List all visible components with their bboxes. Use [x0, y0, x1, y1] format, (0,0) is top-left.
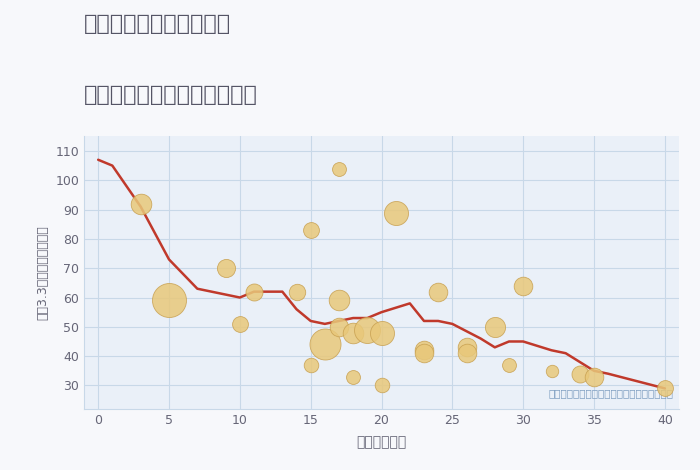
Point: [419, 350, 430, 357]
Point: [291, 288, 302, 296]
Y-axis label: 坪（3.3㎡）単価（万円）: 坪（3.3㎡）単価（万円）: [36, 225, 50, 320]
Point: [362, 326, 373, 334]
Point: [489, 323, 500, 330]
Point: [574, 370, 585, 377]
Text: 築年数別中古マンション価格: 築年数別中古マンション価格: [84, 85, 258, 105]
Point: [163, 297, 174, 304]
Text: 円の大きさは、取引のあった物件面積を示す: 円の大きさは、取引のあった物件面積を示す: [548, 388, 673, 398]
X-axis label: 築年数（年）: 築年数（年）: [356, 435, 407, 449]
Point: [589, 373, 600, 380]
Point: [333, 165, 344, 172]
Point: [220, 265, 231, 272]
Point: [135, 200, 146, 207]
Point: [348, 329, 359, 337]
Text: 千葉県千葉市若葉区原町: 千葉県千葉市若葉区原町: [84, 14, 231, 34]
Point: [376, 382, 387, 389]
Point: [517, 282, 528, 290]
Point: [659, 384, 671, 392]
Point: [546, 367, 557, 375]
Point: [348, 373, 359, 380]
Point: [419, 346, 430, 354]
Point: [390, 209, 401, 216]
Point: [333, 297, 344, 304]
Point: [305, 227, 316, 234]
Point: [234, 320, 246, 328]
Point: [333, 323, 344, 330]
Point: [461, 344, 472, 351]
Point: [305, 361, 316, 368]
Point: [248, 288, 260, 296]
Point: [433, 288, 444, 296]
Point: [376, 329, 387, 337]
Point: [503, 361, 514, 368]
Point: [319, 341, 330, 348]
Point: [461, 350, 472, 357]
